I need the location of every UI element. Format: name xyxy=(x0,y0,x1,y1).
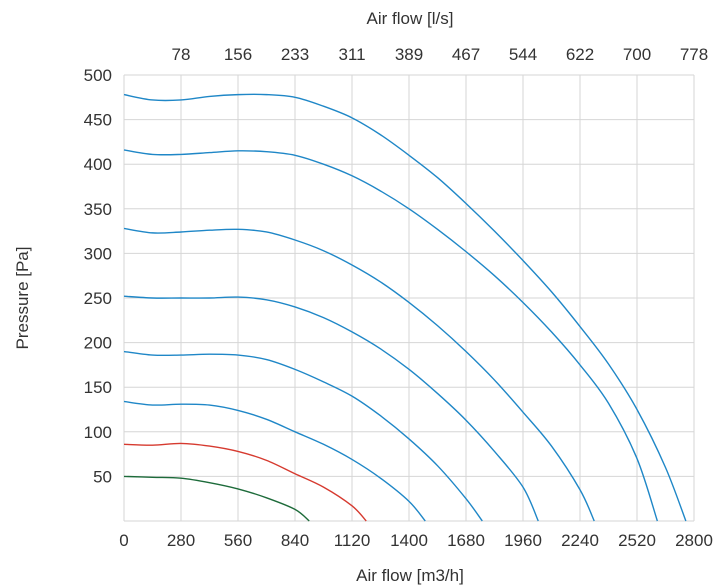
y-axis-title: Pressure [Pa] xyxy=(13,247,32,350)
fan-curve-7 xyxy=(123,149,659,522)
x2-tick-label: 700 xyxy=(623,45,651,64)
x-tick-label: 840 xyxy=(281,531,309,550)
x2-tick-label: 467 xyxy=(452,45,480,64)
x2-tick-label: 156 xyxy=(224,45,252,64)
y-tick-label: 400 xyxy=(84,155,112,174)
y-tick-label: 350 xyxy=(84,200,112,219)
fan-curve-5 xyxy=(123,295,539,522)
y-axis-ticks: 50 100 150 200 250 300 350 400 450 500 xyxy=(84,66,112,486)
y-tick-label: 250 xyxy=(84,289,112,308)
y-tick-label: 500 xyxy=(84,66,112,85)
x-tick-label: 560 xyxy=(224,531,252,550)
x-tick-label: 1960 xyxy=(504,531,542,550)
x-tick-label: 2520 xyxy=(618,531,656,550)
y-tick-label: 50 xyxy=(93,467,112,486)
x-axis-ticks: 0 280 560 840 1120 1400 1680 1960 2240 2520 2800 xyxy=(119,531,713,550)
x2-tick-label: 778 xyxy=(680,45,708,64)
x-tick-label: 1400 xyxy=(390,531,428,550)
fan-curve-2 xyxy=(123,442,367,522)
y-tick-label: 300 xyxy=(84,244,112,263)
x2-tick-label: 78 xyxy=(172,45,191,64)
fan-curve-1 xyxy=(123,475,310,522)
x2-tick-label: 622 xyxy=(566,45,594,64)
y-tick-label: 450 xyxy=(84,111,112,130)
y-tick-label: 200 xyxy=(84,334,112,353)
x-tick-label: 1680 xyxy=(447,531,485,550)
fan-curve-3 xyxy=(123,400,426,522)
x2-axis-ticks: 78 156 233 311 389 467 544 622 700 778 xyxy=(172,45,709,64)
curve-series xyxy=(123,93,687,522)
y-tick-label: 150 xyxy=(84,378,112,397)
fan-curve-8 xyxy=(123,93,687,522)
fan-curve-4 xyxy=(123,350,483,522)
x2-tick-label: 233 xyxy=(281,45,309,64)
x-tick-label: 1120 xyxy=(334,531,371,550)
x-tick-label: 280 xyxy=(167,531,195,550)
x2-tick-label: 311 xyxy=(338,45,365,64)
x-tick-label: 0 xyxy=(119,531,128,550)
x-axis-title: Air flow [m3/h] xyxy=(356,566,464,585)
x2-axis-title: Air flow [l/s] xyxy=(367,9,454,28)
grid-lines xyxy=(123,74,695,522)
x-tick-label: 2800 xyxy=(675,531,713,550)
fan-curve-6 xyxy=(123,227,595,522)
x2-tick-label: 544 xyxy=(509,45,537,64)
x-tick-label: 2240 xyxy=(561,531,599,550)
x2-tick-label: 389 xyxy=(395,45,423,64)
y-tick-label: 100 xyxy=(84,423,112,442)
